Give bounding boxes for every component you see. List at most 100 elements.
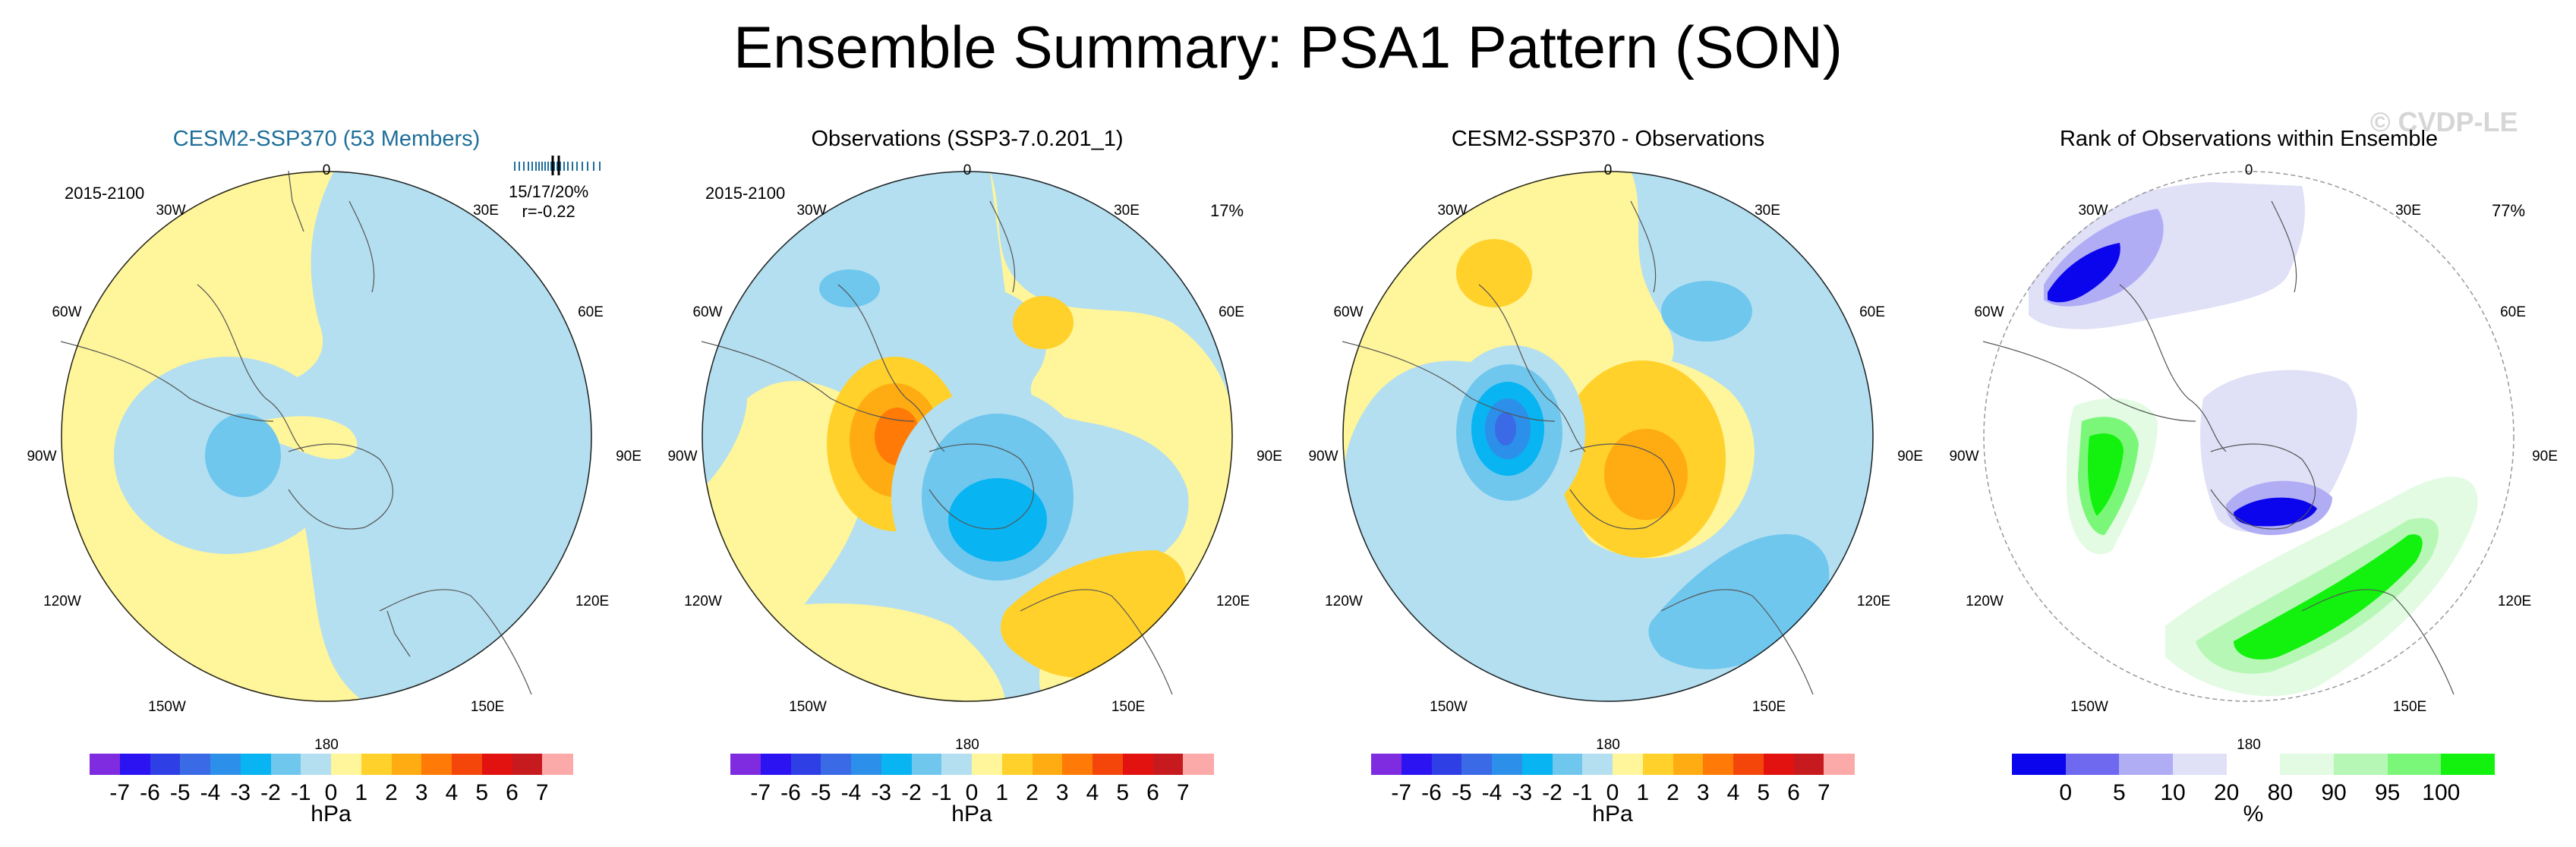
lon-label: 180 <box>314 737 339 753</box>
lon-label: 150W <box>789 699 827 715</box>
lon-label: 60E <box>2500 304 2526 320</box>
polar-map <box>1342 171 1874 702</box>
colorbar-tick-label: -4 <box>840 780 862 805</box>
colorbar-swatch <box>1461 754 1493 775</box>
colorbar-swatch <box>1673 754 1704 775</box>
colorbar-unit: hPa <box>951 801 992 827</box>
colorbar-swatch <box>1431 754 1462 775</box>
colorbar-tick-label: 3 <box>415 780 428 805</box>
colorbar-unit: hPa <box>311 801 352 827</box>
colorbar-tick-label: -5 <box>810 780 831 805</box>
lon-label: 0 <box>963 162 972 178</box>
polar-map <box>702 171 1233 702</box>
figure-title: Ensemble Summary: PSA1 Pattern (SON) <box>733 14 1843 80</box>
lon-label: 120E <box>1856 594 1891 609</box>
colorbar-swatch <box>1733 754 1764 775</box>
colorbar-tick-label: 0 <box>324 780 338 805</box>
colorbar-tick-label: 6 <box>506 780 519 805</box>
colorbar-swatch <box>1793 754 1824 775</box>
colorbar-tick-label: 1 <box>995 780 1009 805</box>
colorbar-tick-label: -6 <box>1421 780 1442 805</box>
colorbar-tick-label: -4 <box>1481 780 1502 805</box>
colorbar-swatch <box>972 754 1003 775</box>
antarctic-peninsula-ridge <box>258 416 358 459</box>
lon-label: 120W <box>1966 594 2004 609</box>
colorbar-swatch <box>2065 754 2120 775</box>
colorbar-tick-label: 7 <box>1817 780 1830 805</box>
colorbar-swatch <box>1492 754 1523 775</box>
lon-label: 120W <box>43 594 81 609</box>
watermark: © CVDP-LE <box>2370 106 2518 137</box>
colorbar-swatch <box>1371 754 1402 775</box>
period-label: 2015-2100 <box>705 184 786 203</box>
colorbar-tick-label: -6 <box>140 780 160 805</box>
colorbar <box>90 754 573 775</box>
colorbar-swatch <box>452 754 483 775</box>
colorbar-tick-label: 100 <box>2422 780 2461 805</box>
lowest-rank-patch <box>2048 243 2120 303</box>
colorbar-swatch <box>2334 754 2388 775</box>
lon-label: 120E <box>1215 594 1250 609</box>
colorbar-tick-label: 10 <box>2160 780 2186 805</box>
colorbar-tick-label: -5 <box>1451 780 1472 805</box>
lon-label: 30W <box>156 203 186 219</box>
lon-label: 60E <box>578 304 604 320</box>
colorbar-swatch <box>1001 754 1033 775</box>
colorbar-swatch <box>2173 754 2228 775</box>
lon-label: 180 <box>2237 737 2261 753</box>
colorbar-swatch <box>210 754 241 775</box>
colorbar-tick-label: -4 <box>200 780 221 805</box>
low-pressure-core <box>948 478 1047 562</box>
colorbar-tick-label: 0 <box>2059 780 2072 805</box>
colorbar-tick-label: 5 <box>1116 780 1130 805</box>
colorbar-tick-label: 5 <box>2112 780 2126 805</box>
colorbar-tick-label: 20 <box>2213 780 2240 805</box>
colorbar-tick-label: -7 <box>109 780 131 805</box>
period-label: 2015-2100 <box>65 184 145 203</box>
lon-label: 180 <box>955 737 979 753</box>
colorbar-tick-label: 6 <box>1787 780 1800 805</box>
polar-map <box>1983 171 2515 702</box>
low-pressure-core <box>205 414 281 497</box>
colorbar-swatch <box>1401 754 1432 775</box>
lon-label: 150E <box>1111 699 1146 715</box>
colorbar-tick-label: 3 <box>1696 780 1710 805</box>
colorbar-tick-label: 95 <box>2374 780 2401 805</box>
colorbar-swatch <box>1552 754 1583 775</box>
colorbar-tick-label: 80 <box>2267 780 2294 805</box>
colorbar-tick-label: -2 <box>1542 780 1562 805</box>
lon-label: 120W <box>684 594 722 609</box>
colorbar-swatch <box>1703 754 1734 775</box>
colorbar-tick-label: -3 <box>871 780 892 805</box>
colorbar-swatch <box>391 754 422 775</box>
colorbar-swatch <box>1062 754 1093 775</box>
colorbar-tick-label: 4 <box>445 780 459 805</box>
lon-label: 60E <box>1219 304 1244 320</box>
colorbar-tick-label: 7 <box>1176 780 1190 805</box>
colorbar-tick-label: 1 <box>1636 780 1650 805</box>
colorbar-swatch <box>180 754 211 775</box>
lon-label: 120E <box>575 594 610 609</box>
colorbar-tick-label: -6 <box>780 780 801 805</box>
lon-label: 90E <box>616 449 642 464</box>
lon-label: 90E <box>2532 449 2558 464</box>
lon-label: 150E <box>470 699 505 715</box>
colorbar-swatch <box>240 754 271 775</box>
panel-title: Observations (SSP3-7.0.201_1) <box>811 127 1124 151</box>
colorbar <box>730 754 1214 775</box>
colorbar-swatch <box>150 754 181 775</box>
lon-label: 60W <box>52 304 82 320</box>
colorbar-swatch <box>941 754 973 775</box>
lon-label: 90W <box>1308 449 1338 464</box>
colorbar-swatch <box>331 754 362 775</box>
colorbar-swatch <box>119 754 150 775</box>
colorbar-tick-label: -7 <box>750 780 771 805</box>
colorbar-tick-label: 0 <box>1606 780 1619 805</box>
lon-label: 60W <box>1974 304 2004 320</box>
colorbar-swatch <box>2012 754 2067 775</box>
panel-observations: Observations (SSP3-7.0.201_1) 2015-2100 … <box>664 114 1282 847</box>
colorbar-swatch <box>361 754 392 775</box>
colorbar-unit: hPa <box>1592 801 1633 827</box>
colorbar-swatch <box>2226 754 2281 775</box>
colorbar-tick-label: -3 <box>230 780 251 805</box>
